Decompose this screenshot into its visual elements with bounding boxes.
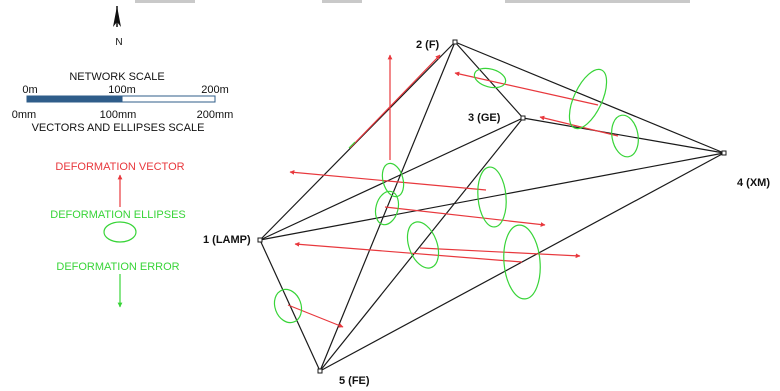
legend-vector-label: DEFORMATION VECTOR [55, 161, 184, 173]
vector-scale-title: VECTORS AND ELLIPSES SCALE [32, 122, 205, 134]
network-line-ge-fe [319, 117, 524, 372]
network-line-f-xm [454, 41, 725, 154]
vector-scale-tick-0: 0mm [12, 109, 36, 121]
ellipse-3 [611, 114, 639, 158]
network-line-f-fe [319, 41, 456, 372]
network-scale-title: NETWORK SCALE [69, 71, 164, 83]
ellipse-2 [568, 68, 608, 130]
ellipse-8 [503, 224, 541, 300]
legend-ellipse-icon [103, 221, 137, 243]
deformation-vectors [287, 54, 619, 328]
station-marker-ge [520, 115, 526, 121]
vector-9 [287, 304, 344, 328]
network-scale-tick-0: 0m [22, 84, 37, 96]
network-line-ge-xm [522, 117, 725, 154]
station-marker-xm [721, 150, 727, 156]
network-line-lamp-ge [259, 117, 524, 241]
legend: DEFORMATION VECTOR DEFORMATION ELLIPSES … [50, 161, 186, 308]
vector-scale-tick-2: 200mm [197, 109, 234, 121]
vector-3 [454, 71, 599, 106]
station-label-ge: 3 (GE) [468, 112, 501, 124]
vector-2 [349, 54, 441, 149]
legend-ellipse-label: DEFORMATION ELLIPSES [50, 209, 186, 221]
station-label-fe: 5 (FE) [339, 375, 370, 387]
vector-6 [384, 206, 546, 227]
top-strip-3 [505, 0, 690, 3]
station-label-xm: 4 (XM) [737, 177, 770, 189]
ellipse-marker-1 [348, 141, 356, 149]
north-arrow: N [113, 6, 123, 48]
station-marker-fe [317, 368, 323, 374]
station-labels: 1 (LAMP) 2 (F) 3 (GE) 4 (XM) 5 (FE) [203, 39, 770, 387]
vector-7 [419, 247, 581, 259]
scale-bar-dark [26, 95, 123, 103]
vector-4 [539, 115, 619, 137]
station-label-lamp: 1 (LAMP) [203, 234, 251, 246]
ellipse-7 [406, 221, 440, 269]
station-marker-f [452, 39, 458, 45]
ellipse-9 [273, 288, 303, 324]
vector-scale-tick-1: 100mm [100, 109, 137, 121]
ellipse-1 [473, 67, 507, 89]
network-line-lamp-xm [259, 152, 725, 241]
scale-block: NETWORK SCALE 0m 100m 200m 0mm 100mm 200… [12, 71, 234, 134]
vector-5 [289, 170, 487, 191]
scale-bar-light [121, 95, 216, 103]
top-strip-2 [322, 0, 362, 3]
deformation-ellipses [273, 67, 639, 324]
legend-error-label: DEFORMATION ERROR [56, 261, 179, 273]
station-label-f: 2 (F) [416, 39, 440, 51]
north-label: N [115, 37, 122, 48]
vector-8 [294, 241, 523, 263]
station-marker-lamp [257, 237, 263, 243]
station-markers [257, 39, 727, 374]
ellipse-6 [477, 166, 507, 228]
top-strip-1 [135, 0, 195, 3]
ellipse-5 [374, 190, 400, 226]
network-scale-tick-1: 100m [108, 84, 136, 96]
network-scale-tick-2: 200m [201, 84, 229, 96]
